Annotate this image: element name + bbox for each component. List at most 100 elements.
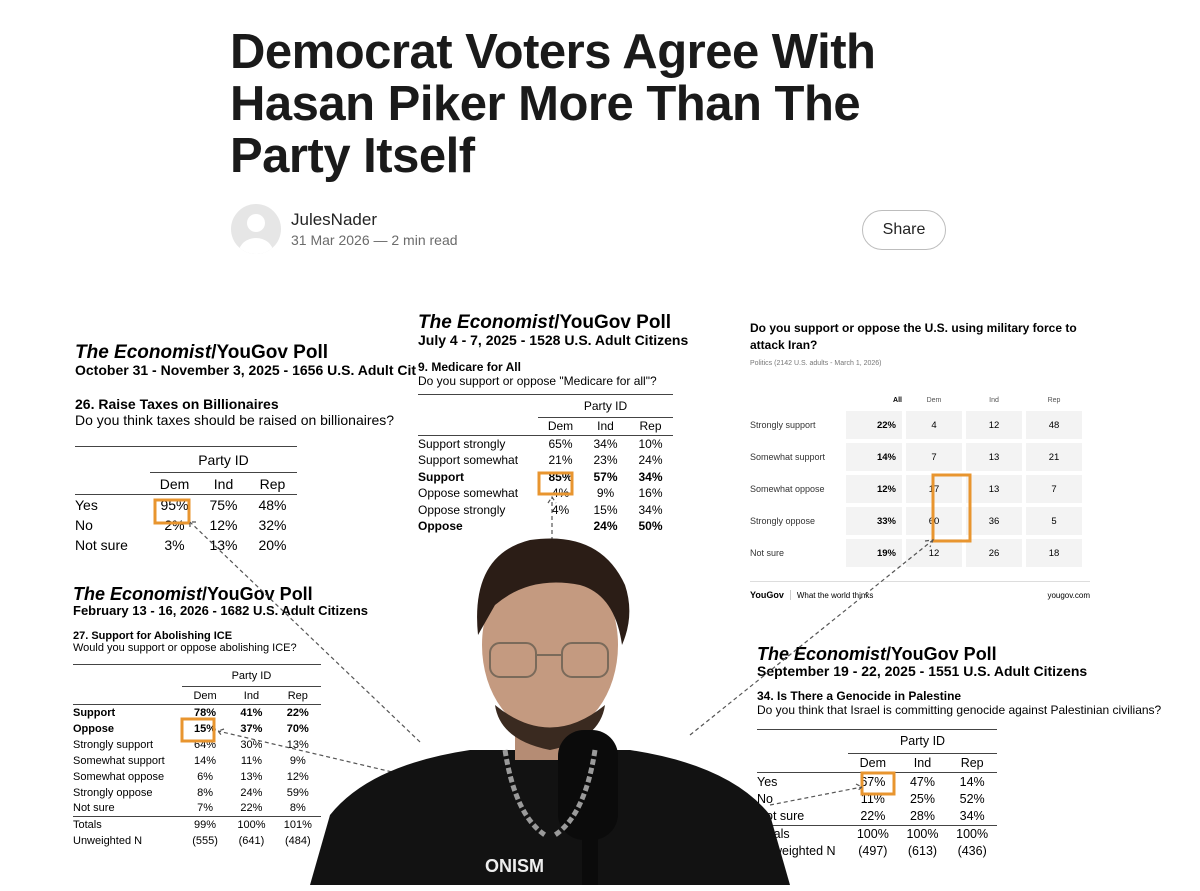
row-label: Strongly support bbox=[750, 420, 816, 430]
poll-dates: February 13 - 16, 2026 - 1682 U.S. Adult… bbox=[73, 603, 369, 618]
table-row: Oppose strongly 4% 15% 34% bbox=[418, 502, 673, 519]
table-cell: 13 bbox=[966, 443, 1022, 471]
group-header-row: Party ID bbox=[73, 664, 321, 687]
table-cell: 25% bbox=[909, 791, 935, 806]
poll-dates: September 19 - 22, 2025 - 1551 U.S. Adul… bbox=[757, 663, 1088, 679]
table-cell: 9% bbox=[596, 486, 615, 501]
table-cell: (641) bbox=[238, 834, 265, 847]
table-cell: 47% bbox=[909, 774, 935, 789]
table-row: Oppose 24% 50% bbox=[418, 518, 673, 535]
column-header: Ind bbox=[597, 419, 614, 434]
row-label: Somewhat support bbox=[750, 452, 826, 462]
row-label: Strongly support bbox=[73, 738, 154, 751]
table-row: Somewhat support 14% 11% 9% bbox=[73, 753, 321, 769]
article-meta: 31 Mar 2026 — 2 min read bbox=[291, 232, 458, 248]
poll-source-name: /YouGov Poll bbox=[886, 644, 997, 664]
poll-panel: The Economist/YouGov Poll October 31 - No… bbox=[75, 343, 416, 555]
table-cell: (484) bbox=[284, 834, 311, 847]
poll-brand: The Economist bbox=[418, 312, 555, 333]
table-cell: 20% bbox=[258, 536, 287, 553]
footer-tagline: What the world thinks bbox=[796, 590, 874, 600]
table-cell: 30% bbox=[240, 738, 263, 751]
table-cell: 7 bbox=[906, 443, 962, 471]
row-label: No bbox=[75, 516, 93, 533]
poll-table: All Dem Ind Rep Strongly support 22% 4 12 48 Some… bbox=[746, 389, 1086, 571]
author-name: JulesNader bbox=[291, 210, 377, 229]
poll-source: The Economist/YouGov Poll bbox=[757, 645, 1161, 663]
column-header: All bbox=[893, 396, 902, 404]
table-cell: 13% bbox=[209, 536, 238, 553]
table-cell: 67% bbox=[860, 774, 886, 789]
row-label: Strongly oppose bbox=[73, 786, 153, 799]
table-cell: 24% bbox=[593, 519, 618, 534]
poll-source: The Economist/YouGov Poll bbox=[418, 313, 688, 332]
table-cell: 6% bbox=[197, 770, 213, 783]
poll-source-name: /YouGov Poll bbox=[211, 342, 329, 363]
table-cell: 28% bbox=[909, 809, 935, 823]
poll-dates: July 4 - 7, 2025 - 1528 U.S. Adult Citiz… bbox=[418, 332, 689, 348]
table-cell: 7 bbox=[1026, 475, 1082, 503]
table-cell: (613) bbox=[907, 844, 938, 859]
row-label: Somewhat oppose bbox=[73, 770, 165, 783]
row-label: Not sure bbox=[73, 802, 115, 815]
question-text: Do you support or oppose "Medicare for a… bbox=[418, 374, 657, 388]
table-cell: 13% bbox=[286, 738, 309, 751]
row-label: Support bbox=[418, 469, 464, 484]
column-header: Rep bbox=[960, 755, 984, 770]
table-cell: 22% bbox=[846, 411, 902, 439]
table-cell: (436) bbox=[957, 844, 987, 859]
column-header: Ind bbox=[213, 475, 234, 492]
table-cell: 99% bbox=[194, 818, 217, 831]
table-cell: 14% bbox=[846, 443, 902, 471]
table-cell: 11% bbox=[240, 754, 263, 767]
share-button[interactable]: Share bbox=[862, 210, 946, 250]
table-cell: 34% bbox=[959, 809, 985, 823]
author-avatar bbox=[231, 204, 281, 254]
table-cell: 78% bbox=[194, 706, 217, 719]
table-row: Support strongly 65% 34% 10% bbox=[418, 436, 673, 453]
poll-source: The Economist/YouGov Poll bbox=[75, 343, 416, 362]
table-cell: 4% bbox=[551, 502, 570, 517]
question-text: Do you think that Israel is committing g… bbox=[757, 703, 1162, 717]
table-cell: 33% bbox=[846, 507, 902, 535]
question-text: Do you support or oppose the U.S. using … bbox=[750, 321, 1077, 352]
table-cell: 12 bbox=[906, 539, 962, 567]
column-header: Rep bbox=[287, 689, 308, 702]
column-header: Ind bbox=[989, 396, 999, 404]
poll-brand: The Economist bbox=[73, 584, 203, 604]
table-cell: 32% bbox=[258, 516, 287, 533]
column-header-row: Dem Ind Rep bbox=[75, 473, 297, 495]
group-header: Party ID bbox=[848, 729, 997, 754]
table-cell: 15% bbox=[593, 502, 618, 517]
row-label: Somewhat support bbox=[73, 754, 165, 767]
row-label: Yes bbox=[757, 774, 778, 789]
table-cell: 52% bbox=[959, 791, 985, 806]
table-cell: 65% bbox=[548, 437, 573, 451]
table-cell: 100% bbox=[856, 827, 889, 841]
poll-source: The Economist/YouGov Poll bbox=[73, 585, 368, 603]
table-cell: 48 bbox=[1026, 411, 1082, 439]
poll-source-name: /YouGov Poll bbox=[554, 312, 672, 333]
table-cell: 9% bbox=[289, 754, 306, 767]
table-cell: 101% bbox=[283, 818, 312, 831]
column-header-row: Dem Ind Rep bbox=[418, 417, 673, 436]
row-label: Totals bbox=[73, 818, 102, 831]
row-label: Support somewhat bbox=[418, 453, 519, 468]
table-cell: 21% bbox=[548, 453, 573, 468]
poll-footer: YouGov What the world thinks yougov.com bbox=[750, 581, 1090, 600]
table-row: Not sure 7% 22% 8% bbox=[73, 801, 321, 817]
table-cell: 5 bbox=[1026, 507, 1082, 535]
row-label: Somewhat oppose bbox=[750, 484, 825, 494]
footer-url: yougov.com bbox=[1047, 590, 1090, 600]
column-header: Dem bbox=[926, 396, 942, 404]
table-cell: 22% bbox=[860, 809, 886, 823]
table-cell: 16% bbox=[638, 486, 663, 501]
poll-brand: The Economist bbox=[75, 342, 212, 363]
table-row: Totals 99% 100% 101% bbox=[73, 816, 321, 833]
shirt-text: ONISM bbox=[485, 856, 544, 876]
poll-dates: October 31 - November 3, 2025 - 1656 U.S… bbox=[75, 362, 417, 378]
table-cell: 8% bbox=[289, 802, 306, 815]
row-label: Not sure bbox=[750, 548, 785, 558]
